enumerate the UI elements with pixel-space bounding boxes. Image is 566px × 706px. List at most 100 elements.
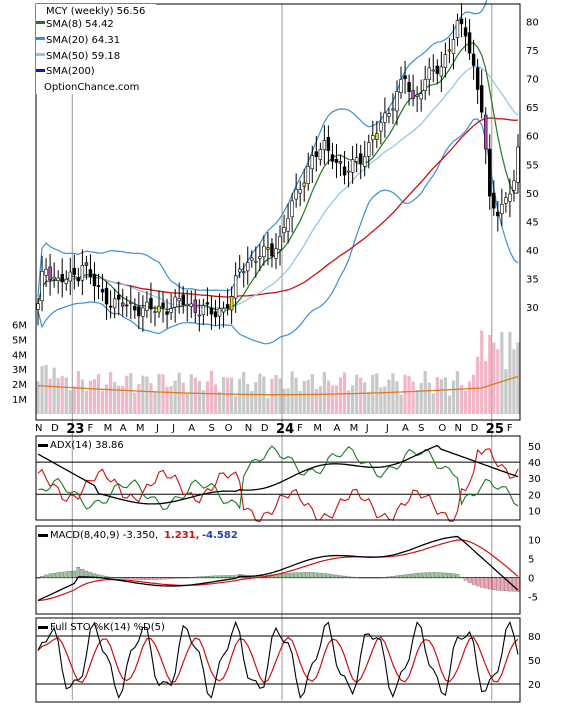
- macd-histogram-bar: [330, 574, 335, 578]
- macd-histogram-bar: [354, 577, 359, 579]
- macd-hist-value: -4.582: [202, 530, 238, 541]
- price-tick-label: 30: [526, 303, 539, 314]
- volume-bar: [189, 374, 193, 414]
- macd-tick-label: -5: [528, 593, 538, 604]
- x-axis-label: M: [136, 423, 145, 434]
- candle-body: [403, 75, 407, 80]
- stochastic-panel: [36, 620, 520, 700]
- macd-signal-value: 1.231,: [164, 530, 199, 541]
- price-legend: MCY (weekly) 56.56 SMA(8) 54.42 SMA(20) …: [36, 4, 156, 94]
- macd-histogram-bar: [318, 572, 323, 578]
- volume-bar: [217, 391, 222, 414]
- candle-body: [153, 311, 157, 313]
- volume-bar: [92, 379, 97, 414]
- grid-lines: [71, 4, 493, 700]
- candle-body: [189, 303, 193, 307]
- macd-histogram-bar: [157, 577, 161, 580]
- volume-bar: [72, 386, 76, 414]
- candle-body: [266, 247, 270, 250]
- x-axis-label: F: [297, 423, 303, 434]
- macd-histogram-bar: [411, 573, 415, 578]
- volume-bar: [36, 381, 40, 414]
- volume-bar: [419, 383, 423, 414]
- adx-legend: ADX(14) 38.86: [38, 440, 124, 451]
- volume-bars: [36, 330, 520, 414]
- adx-swatch: [38, 444, 48, 447]
- candle-body: [217, 308, 222, 317]
- volume-bar: [80, 379, 84, 414]
- sma20-line: [37, 65, 519, 309]
- candle-body: [197, 314, 202, 317]
- macd-histogram-bar: [419, 572, 423, 578]
- panel-frame: [35, 435, 521, 521]
- macd-histogram-bar: [129, 577, 133, 580]
- bollinger-lower-line: [37, 118, 519, 345]
- macd-histogram-bar: [298, 572, 302, 578]
- candle-body: [121, 302, 125, 307]
- volume-bar: [427, 382, 431, 414]
- volume-bar: [467, 381, 472, 414]
- candle-body: [145, 301, 149, 311]
- volume-bar: [330, 385, 335, 414]
- macd-histogram-bar: [455, 574, 460, 578]
- volume-bar: [64, 377, 68, 414]
- candle-body: [431, 69, 435, 72]
- volume-bar: [431, 393, 435, 414]
- volume-bar: [496, 349, 500, 414]
- volume-bar: [201, 390, 205, 414]
- volume-tick-label: 4M: [12, 350, 27, 361]
- macd-histogram-bar: [423, 572, 427, 578]
- volume-bar: [516, 342, 520, 414]
- sto-title: Full STO %K(14) %D(5): [50, 622, 165, 633]
- candle-body: [310, 155, 314, 170]
- volume-bar: [379, 387, 383, 414]
- macd-histogram-bar: [395, 575, 399, 578]
- legend-box: [36, 4, 156, 94]
- volume-bar: [387, 379, 391, 414]
- candle-body: [363, 156, 367, 167]
- candle-body: [229, 296, 234, 311]
- candle-body: [375, 133, 379, 140]
- macd-histogram-bar: [322, 573, 327, 578]
- macd-histogram-bar: [362, 577, 367, 579]
- volume-bar: [411, 381, 415, 414]
- candle-body: [112, 298, 117, 309]
- volume-bar: [169, 385, 173, 414]
- legend-swatch-sma50: [36, 53, 45, 56]
- macd-histogram-bar: [169, 577, 173, 579]
- macd-histogram-bar: [36, 577, 40, 579]
- volume-bar: [213, 384, 218, 414]
- volume-bar: [383, 386, 387, 414]
- macd-histogram-bar: [68, 571, 73, 578]
- x-axis-label: 25: [486, 422, 504, 437]
- volume-bar: [234, 396, 238, 414]
- candle-body: [52, 276, 56, 280]
- candle-body: [512, 180, 516, 191]
- candle-body: [225, 304, 230, 309]
- volume-bar: [133, 392, 137, 414]
- x-axis-label: N: [245, 423, 252, 434]
- macd-histogram-bar: [326, 573, 331, 578]
- price-tick-label: 50: [526, 189, 539, 200]
- x-axis-label: S: [208, 423, 214, 434]
- macd-histogram-bar: [76, 567, 81, 578]
- macd-histogram-bar: [512, 577, 516, 592]
- candle-body: [246, 262, 250, 272]
- volume-bar: [435, 376, 439, 414]
- adx-title: ADX(14) 38.86: [50, 440, 124, 451]
- macd-histogram-bar: [173, 577, 177, 579]
- candle-body: [306, 165, 310, 184]
- macd-histogram-bar: [120, 577, 125, 579]
- candle-body: [209, 307, 214, 315]
- candle-body: [274, 248, 278, 259]
- volume-tick-label: 3M: [12, 365, 27, 376]
- volume-bar: [403, 374, 407, 414]
- volume-bar: [375, 373, 379, 414]
- volume-bar: [60, 376, 64, 414]
- x-axis-label: 24: [276, 422, 294, 437]
- volume-bar: [286, 388, 290, 414]
- panel-frame: [35, 617, 521, 703]
- adx-line: [37, 444, 519, 505]
- macd-histogram-bar: [52, 572, 56, 578]
- macd-histogram-bar: [314, 572, 319, 578]
